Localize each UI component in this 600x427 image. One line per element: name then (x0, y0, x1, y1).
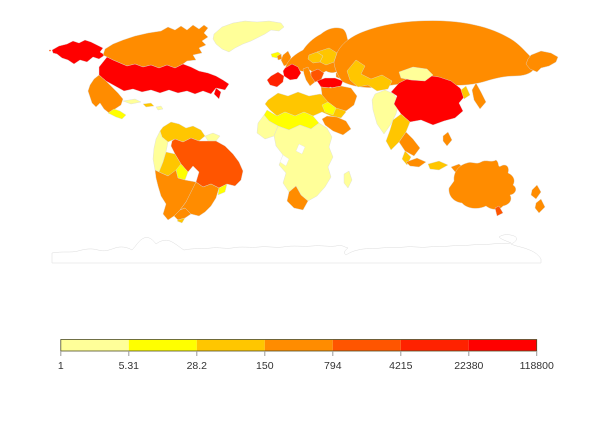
svg-text:118800: 118800 (520, 360, 554, 372)
svg-text:1: 1 (58, 360, 64, 372)
svg-text:22380: 22380 (454, 360, 483, 372)
svg-text:4215: 4215 (389, 360, 413, 372)
svg-text:5.31: 5.31 (119, 360, 140, 372)
svg-text:794: 794 (324, 360, 342, 372)
svg-text:28.2: 28.2 (187, 360, 208, 372)
svg-text:150: 150 (256, 360, 274, 372)
